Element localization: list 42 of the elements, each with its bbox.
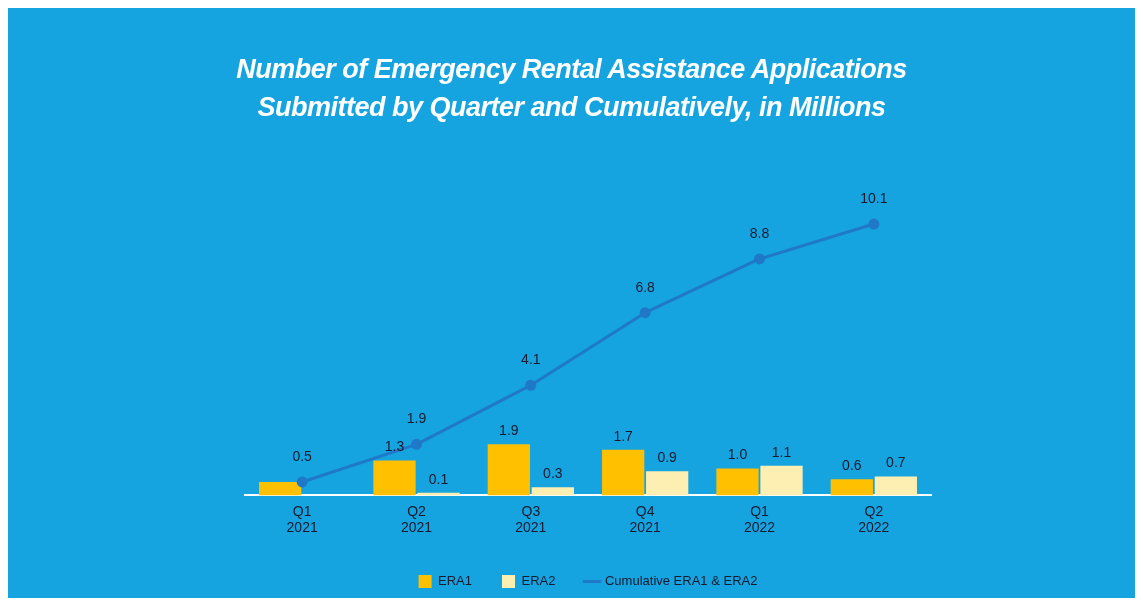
- data-label: 0.3: [543, 465, 563, 482]
- point: [411, 438, 422, 450]
- legend-label: Cumulative ERA1 & ERA2: [604, 573, 758, 589]
- point: [525, 379, 537, 391]
- bar: [874, 476, 917, 496]
- data-label: 1.7: [613, 427, 634, 444]
- data-label: 0.9: [657, 449, 678, 466]
- x-tick-label: Q4 2021: [629, 502, 661, 536]
- data-label: 0.7: [886, 454, 906, 471]
- chart-title: Number of Emergency Rental Assistance Applications Submitted by Quarter and Cumulatively, in Millions: [235, 53, 908, 124]
- data-label: 10.1: [860, 189, 888, 206]
- bar: [646, 471, 689, 496]
- data-label: 1.1: [771, 443, 792, 460]
- bar: [716, 468, 759, 496]
- data-label: 1.3: [384, 438, 405, 455]
- point: [754, 253, 765, 265]
- point: [868, 218, 880, 230]
- legend-label: ERA2: [521, 573, 556, 589]
- bar: [760, 465, 803, 496]
- data-label: 0.6: [842, 457, 862, 474]
- point: [639, 307, 651, 319]
- x-tick-label: Q1 2021: [286, 502, 318, 536]
- data-label: 4.1: [521, 351, 541, 368]
- legend-label: ERA1: [438, 573, 473, 589]
- x-tick-label: Q3 2021: [515, 502, 547, 536]
- point: [296, 476, 308, 488]
- bar: [487, 444, 530, 496]
- data-label: 0.1: [428, 470, 449, 487]
- data-label: 8.8: [749, 224, 770, 241]
- bar: [602, 449, 645, 496]
- data-label: 1.9: [499, 422, 519, 439]
- bar: [259, 481, 302, 496]
- data-label: 6.8: [635, 278, 656, 295]
- bar: [373, 460, 416, 496]
- x-tick-label: Q1 2022: [743, 502, 776, 536]
- bar: [531, 487, 574, 496]
- x-tick-label: Q2 2021: [400, 502, 433, 536]
- data-label: 1.9: [406, 410, 427, 427]
- x-tick-label: Q2 2022: [858, 502, 890, 536]
- data-label: 0.5: [292, 447, 313, 464]
- data-label: 1.0: [727, 446, 748, 463]
- bar: [830, 479, 873, 496]
